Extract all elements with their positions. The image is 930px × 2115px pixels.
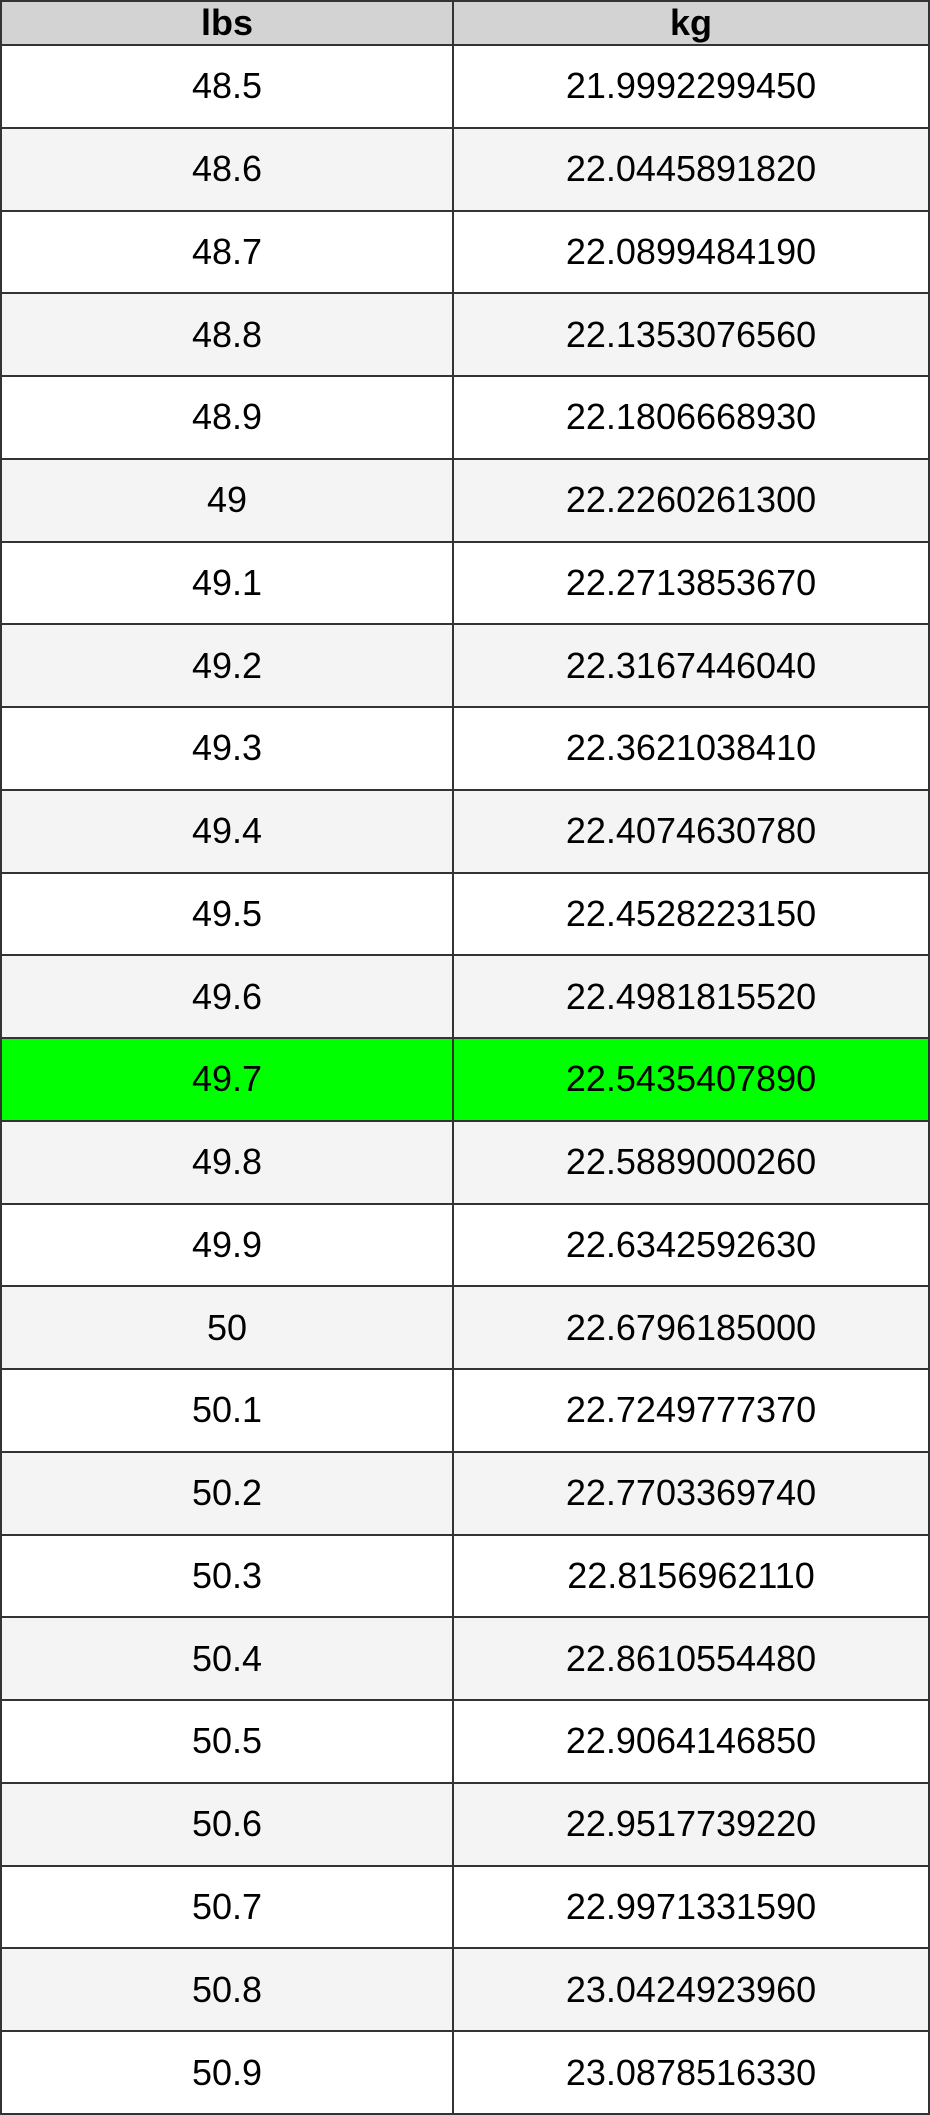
table-row: 48.6 22.0445891820 xyxy=(0,126,930,212)
lbs-cell: 49.7 xyxy=(0,1037,454,1122)
lbs-cell: 50.6 xyxy=(0,1781,454,1867)
table-row: 50.2 22.7703369740 xyxy=(0,1450,930,1536)
table-row: 49.8 22.5889000260 xyxy=(0,1119,930,1205)
kg-cell: 22.5889000260 xyxy=(452,1119,930,1205)
lbs-cell: 48.6 xyxy=(0,126,454,212)
table-row: 50.9 23.0878516330 xyxy=(0,2030,930,2115)
lbs-cell: 50 xyxy=(0,1285,454,1370)
kg-cell: 22.6796185000 xyxy=(452,1285,930,1370)
table-row: 50.1 22.7249777370 xyxy=(0,1368,930,1453)
kg-cell: 22.0899484190 xyxy=(452,209,930,295)
lbs-cell: 49 xyxy=(0,457,454,543)
lbs-cell: 50.8 xyxy=(0,1947,454,2032)
table-head: lbs kg xyxy=(0,0,930,46)
header-row: lbs kg xyxy=(0,0,930,46)
lbs-cell: 49.4 xyxy=(0,788,454,874)
kg-cell: 22.4074630780 xyxy=(452,788,930,874)
lbs-cell: 49.9 xyxy=(0,1202,454,1288)
table-row: 50.5 22.9064146850 xyxy=(0,1699,930,1784)
table-row: 48.8 22.1353076560 xyxy=(0,292,930,377)
table-row: 49.4 22.4074630780 xyxy=(0,788,930,874)
lbs-cell: 50.2 xyxy=(0,1450,454,1536)
kg-cell: 22.1353076560 xyxy=(452,292,930,377)
table-row: 49.2 22.3167446040 xyxy=(0,623,930,708)
kg-cell: 22.9064146850 xyxy=(452,1699,930,1784)
table-body: 48.5 21.9992299450 48.6 22.0445891820 48.7 22… xyxy=(0,44,930,2115)
kg-cell: 21.9992299450 xyxy=(452,44,930,129)
lbs-cell: 49.2 xyxy=(0,623,454,708)
lbs-cell: 49.8 xyxy=(0,1119,454,1205)
kg-cell: 22.9971331590 xyxy=(452,1864,930,1950)
table-row: 49.3 22.3621038410 xyxy=(0,706,930,791)
header-cell: kg xyxy=(452,0,930,46)
kg-cell: 22.4981815520 xyxy=(452,954,930,1039)
lbs-cell: 48.9 xyxy=(0,375,454,460)
table-row: 50.4 22.8610554480 xyxy=(0,1616,930,1701)
kg-cell: 22.8156962110 xyxy=(452,1533,930,1619)
table-row: 50.8 23.0424923960 xyxy=(0,1947,930,2032)
kg-cell: 23.0878516330 xyxy=(452,2030,930,2115)
lbs-cell: 50.7 xyxy=(0,1864,454,1950)
table-row: 48.5 21.9992299450 xyxy=(0,44,930,129)
table-row: 50 22.6796185000 xyxy=(0,1285,930,1370)
kg-cell: 22.2260261300 xyxy=(452,457,930,543)
table-row: 49 22.2260261300 xyxy=(0,457,930,543)
kg-cell: 22.6342592630 xyxy=(452,1202,930,1288)
kg-cell: 22.3167446040 xyxy=(452,623,930,708)
lbs-cell: 50.5 xyxy=(0,1699,454,1784)
lbs-cell: 49.5 xyxy=(0,871,454,957)
header-cell: lbs xyxy=(0,0,454,46)
lbs-cell: 50.4 xyxy=(0,1616,454,1701)
kg-cell: 22.7703369740 xyxy=(452,1450,930,1536)
lbs-cell: 48.7 xyxy=(0,209,454,295)
table-row: 49.1 22.2713853670 xyxy=(0,540,930,626)
lbs-cell: 48.8 xyxy=(0,292,454,377)
table-row: 48.9 22.1806668930 xyxy=(0,375,930,460)
lbs-cell: 49.1 xyxy=(0,540,454,626)
kg-cell: 22.8610554480 xyxy=(452,1616,930,1701)
kg-cell: 22.5435407890 xyxy=(452,1037,930,1122)
kg-cell: 22.4528223150 xyxy=(452,871,930,957)
kg-cell: 22.0445891820 xyxy=(452,126,930,212)
table-row: 49.6 22.4981815520 xyxy=(0,954,930,1039)
lbs-cell: 50.3 xyxy=(0,1533,454,1619)
lbs-cell: 48.5 xyxy=(0,44,454,129)
table-row: 50.7 22.9971331590 xyxy=(0,1864,930,1950)
kg-cell: 22.2713853670 xyxy=(452,540,930,626)
table-row: 49.5 22.4528223150 xyxy=(0,871,930,957)
table-row: 49.9 22.6342592630 xyxy=(0,1202,930,1288)
lbs-cell: 50.9 xyxy=(0,2030,454,2115)
lbs-cell: 49.3 xyxy=(0,706,454,791)
table-row: 48.7 22.0899484190 xyxy=(0,209,930,295)
kg-cell: 23.0424923960 xyxy=(452,1947,930,2032)
lbs-cell: 49.6 xyxy=(0,954,454,1039)
kg-cell: 22.3621038410 xyxy=(452,706,930,791)
kg-cell: 22.7249777370 xyxy=(452,1368,930,1453)
table-row: 49.7 22.5435407890 xyxy=(0,1037,930,1122)
kg-cell: 22.9517739220 xyxy=(452,1781,930,1867)
kg-cell: 22.1806668930 xyxy=(452,375,930,460)
lbs-cell: 50.1 xyxy=(0,1368,454,1453)
table-row: 50.3 22.8156962110 xyxy=(0,1533,930,1619)
table-row: 50.6 22.9517739220 xyxy=(0,1781,930,1867)
